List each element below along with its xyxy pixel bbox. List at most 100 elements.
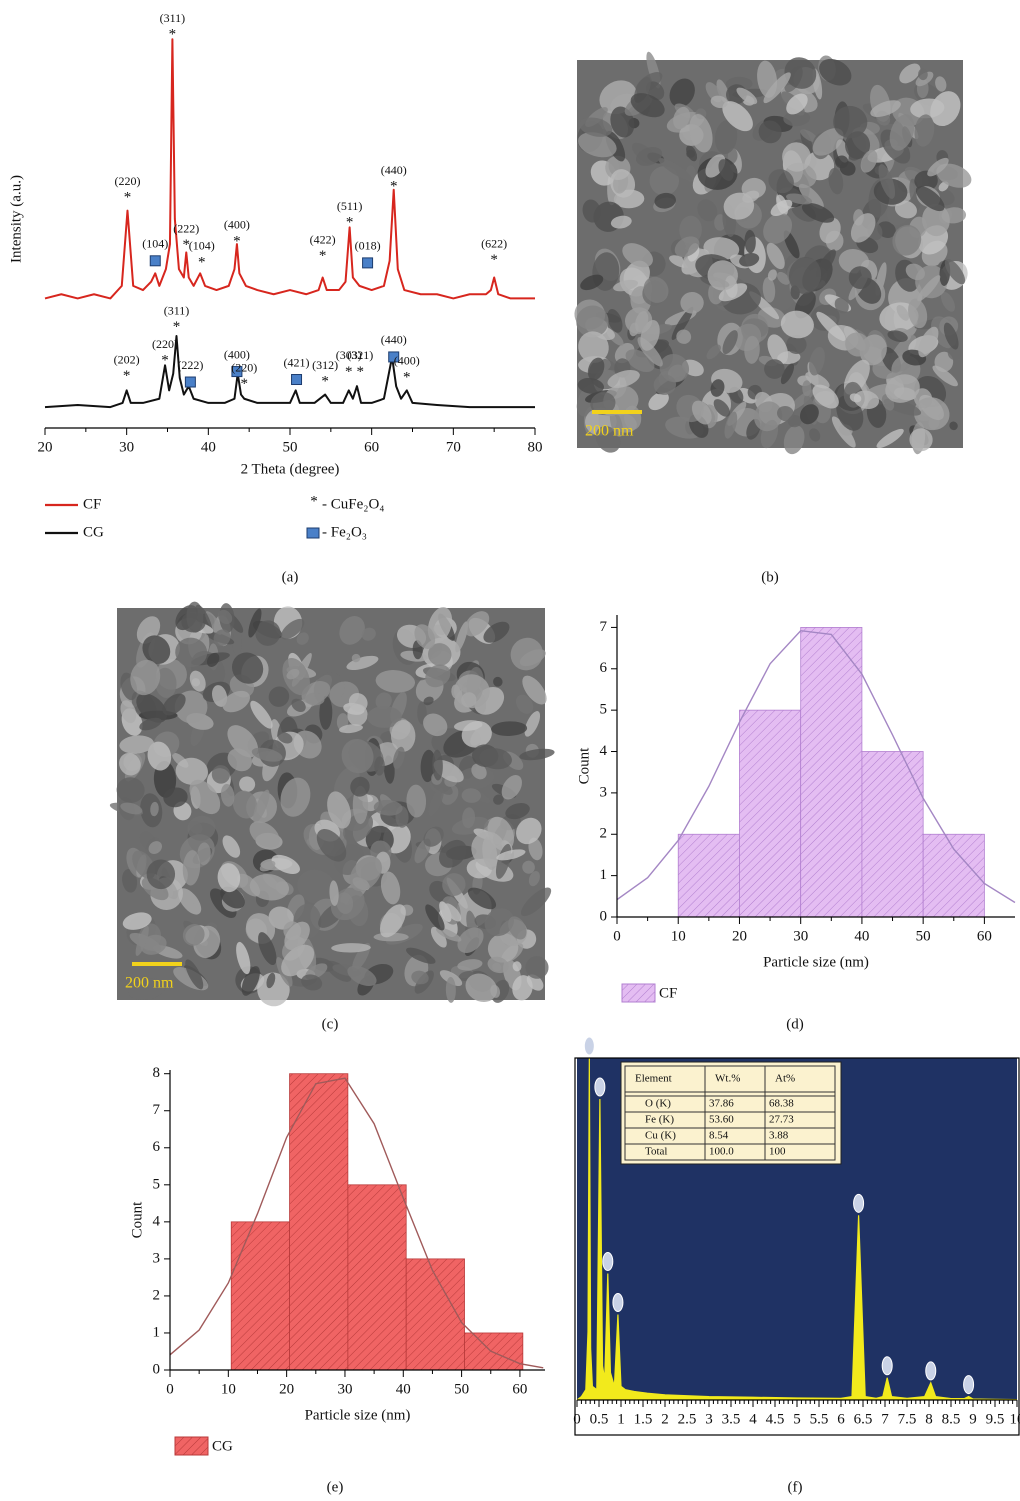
x-tick-label: 50 xyxy=(283,439,298,455)
peak-label: (422) xyxy=(310,232,336,246)
peak-marker xyxy=(854,1194,864,1212)
x-tick-label: 4.5 xyxy=(766,1411,785,1427)
y-tick-label: 4 xyxy=(153,1213,161,1229)
table-cell: 100 xyxy=(769,1146,786,1158)
x-tick-label: 0 xyxy=(573,1411,581,1427)
x-tick-label: 5 xyxy=(793,1411,801,1427)
table-cell: Cu (K) xyxy=(645,1130,676,1142)
y-tick-label: 5 xyxy=(600,702,608,718)
x-tick-label: 30 xyxy=(793,928,808,944)
peak-marker xyxy=(595,1078,605,1096)
table-cell: 3.88 xyxy=(769,1130,789,1142)
phase-label: - CuFe₂O₄ xyxy=(322,496,385,512)
panel-label: (c) xyxy=(322,1016,339,1032)
peak-symbol: * xyxy=(346,215,354,231)
x-tick-label: 40 xyxy=(396,1381,411,1397)
series-line xyxy=(45,336,535,407)
x-tick-label: 60 xyxy=(977,928,992,944)
y-tick-label: 3 xyxy=(153,1250,161,1266)
peak-label: (220) xyxy=(114,174,140,188)
x-tick-label: 1 xyxy=(617,1411,625,1427)
peak-label: (440) xyxy=(381,333,407,347)
x-tick-label: 20 xyxy=(732,928,747,944)
x-tick-label: 2.5 xyxy=(678,1411,697,1427)
peak-marker xyxy=(584,1037,594,1055)
y-tick-label: 7 xyxy=(600,619,608,635)
table-cell: 8.54 xyxy=(709,1130,729,1142)
legend-label: CG xyxy=(212,1438,233,1454)
x-tick-label: 0 xyxy=(166,1381,174,1397)
peak-symbol: * xyxy=(319,248,327,264)
bar xyxy=(465,1333,523,1370)
y-tick-label: 1 xyxy=(153,1324,161,1340)
x-tick-label: 2 xyxy=(661,1411,669,1427)
peak-marker xyxy=(926,1362,936,1380)
peak-label: (321) xyxy=(347,348,373,362)
x-tick-label: 50 xyxy=(916,928,931,944)
x-axis-label: Particle size (nm) xyxy=(305,1407,411,1423)
grain xyxy=(686,150,695,158)
x-tick-label: 10 xyxy=(221,1381,236,1397)
x-tick-label: 0.5 xyxy=(590,1411,609,1427)
peak-label: (018) xyxy=(355,239,381,253)
peak-label: (421) xyxy=(284,355,310,369)
y-tick-label: 4 xyxy=(600,743,608,759)
peak-label: (511) xyxy=(337,199,363,213)
peak-symbol: * xyxy=(198,254,206,270)
y-tick-label: 2 xyxy=(600,826,608,842)
bar xyxy=(290,1074,348,1370)
bar xyxy=(678,834,739,917)
peak-symbol: * xyxy=(233,233,241,249)
peak-label: (222) xyxy=(177,358,203,372)
x-tick-label: 20 xyxy=(279,1381,294,1397)
x-axis-label: 2 Theta (degree) xyxy=(241,461,340,477)
panel-label: (f) xyxy=(788,1479,803,1495)
peak-label: (400) xyxy=(224,218,250,232)
peak-symbol: * xyxy=(490,252,498,268)
peak-symbol: * xyxy=(345,364,353,380)
legend-swatch xyxy=(622,984,655,1002)
phase-label: - Fe₂O₃ xyxy=(322,524,367,540)
legend-label: CF xyxy=(83,496,101,512)
peak-marker xyxy=(882,1357,892,1375)
legend-swatch xyxy=(175,1437,208,1455)
peak-marker xyxy=(185,377,195,387)
x-tick-label: 60 xyxy=(512,1381,527,1397)
phase-symbol: * xyxy=(310,493,318,509)
panel-label: (a) xyxy=(282,569,299,585)
x-tick-label: 7 xyxy=(881,1411,889,1427)
y-tick-label: 7 xyxy=(153,1102,161,1118)
table-header: Element xyxy=(635,1073,672,1085)
peak-symbol: * xyxy=(161,353,169,369)
scale-bar-label: 200 nm xyxy=(585,423,634,440)
x-tick-label: 5.5 xyxy=(810,1411,829,1427)
x-tick-label: 80 xyxy=(528,439,543,455)
peak-label: (222) xyxy=(173,222,199,236)
bar xyxy=(348,1185,406,1370)
x-tick-label: 3 xyxy=(705,1411,713,1427)
x-tick-label: 9 xyxy=(969,1411,977,1427)
table-cell: 27.73 xyxy=(769,1114,794,1126)
scale-bar-label: 200 nm xyxy=(125,975,174,992)
table-cell: O (K) xyxy=(645,1098,671,1110)
table-cell: 68.38 xyxy=(769,1098,794,1110)
y-axis-label: Count xyxy=(576,747,592,785)
series-line xyxy=(45,39,535,298)
y-tick-label: 8 xyxy=(153,1065,161,1081)
table-cell: 100.0 xyxy=(709,1146,734,1158)
x-tick-label: 30 xyxy=(119,439,134,455)
table-cell: 53.60 xyxy=(709,1114,734,1126)
y-axis-label: Count xyxy=(129,1201,145,1239)
peak-symbol: * xyxy=(124,190,132,206)
peak-label: (440) xyxy=(381,163,407,177)
phase-marker xyxy=(307,528,319,538)
peak-symbol: * xyxy=(403,369,411,385)
x-tick-label: 30 xyxy=(337,1381,352,1397)
x-tick-label: 20 xyxy=(38,439,53,455)
peak-label: (202) xyxy=(114,352,140,366)
x-tick-label: 4 xyxy=(749,1411,757,1427)
peak-marker xyxy=(603,1252,613,1270)
x-tick-label: 7.5 xyxy=(898,1411,917,1427)
x-tick-label: 0 xyxy=(613,928,621,944)
peak-symbol: * xyxy=(241,376,249,392)
